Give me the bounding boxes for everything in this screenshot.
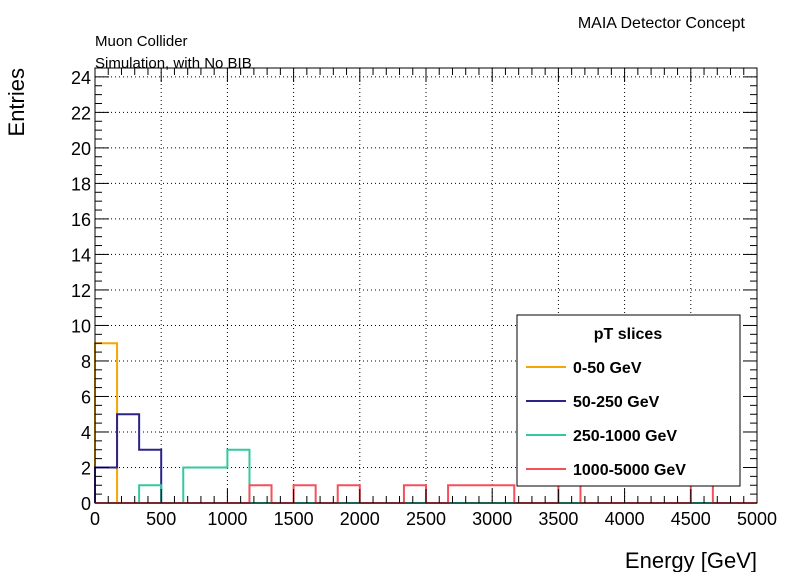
legend-title: pT slices xyxy=(594,326,663,343)
y-tick-label: 24 xyxy=(71,68,91,88)
axis-ticks xyxy=(94,68,758,504)
top-right-label: MAIA Detector Concept xyxy=(578,15,746,32)
x-axis-label: Energy [GeV] xyxy=(625,548,757,572)
y-tick-label: 10 xyxy=(71,316,91,336)
legend: pT slices 0-50 GeV 50-250 GeV 250-1000 GeV… xyxy=(516,314,741,487)
y-tick-label: 8 xyxy=(81,352,91,372)
x-tick-label: 0 xyxy=(90,509,100,529)
y-tick-label: 12 xyxy=(71,281,91,301)
legend-label-0-50-gev: 0-50 GeV xyxy=(573,360,642,377)
y-tick-label: 20 xyxy=(71,139,91,159)
x-tick-label: 4000 xyxy=(605,509,645,529)
x-tick-label: 3500 xyxy=(538,509,578,529)
legend-label-50-250-gev: 50-250 GeV xyxy=(573,394,660,411)
y-tick-label: 6 xyxy=(81,387,91,407)
simulation-label: Simulation, with No BIB xyxy=(95,55,252,72)
y-tick-label: 14 xyxy=(71,245,91,265)
y-tick-label: 0 xyxy=(81,494,91,514)
y-axis-label: Entries xyxy=(4,68,29,136)
legend-label-1000-5000-gev: 1000-5000 GeV xyxy=(573,462,686,479)
y-tick-label: 22 xyxy=(71,103,91,123)
x-tick-label: 2500 xyxy=(406,509,446,529)
y-tick-label: 16 xyxy=(71,210,91,230)
legend-label-250-1000-gev: 250-1000 GeV xyxy=(573,428,677,445)
x-tick-label: 500 xyxy=(146,509,176,529)
x-tick-label: 3000 xyxy=(472,509,512,529)
x-tick-label: 2000 xyxy=(340,509,380,529)
x-tick-label: 1500 xyxy=(274,509,314,529)
experiment-label: Muon Collider xyxy=(95,33,188,50)
y-tick-label: 2 xyxy=(81,458,91,478)
x-tick-label: 1000 xyxy=(207,509,247,529)
tick-labels: 0 500 1000 1500 2000 2500 3000 3500 4000 4500 5000… xyxy=(71,68,777,529)
x-tick-label: 4500 xyxy=(671,509,711,529)
y-tick-label: 4 xyxy=(81,423,91,443)
x-tick-label: 5000 xyxy=(737,509,777,529)
grid xyxy=(95,68,757,503)
y-tick-label: 18 xyxy=(71,174,91,194)
